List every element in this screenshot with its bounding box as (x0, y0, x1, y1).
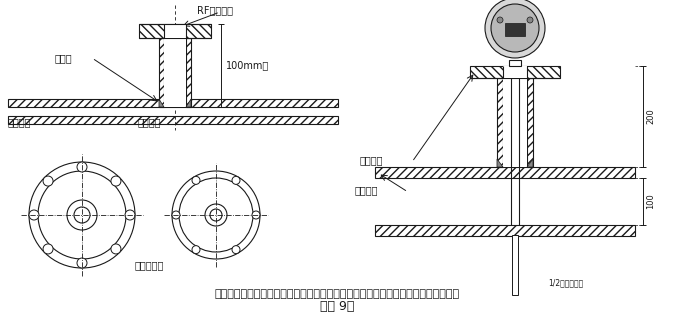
Circle shape (205, 204, 227, 226)
Ellipse shape (125, 210, 135, 220)
Circle shape (38, 171, 126, 259)
Polygon shape (159, 99, 164, 107)
Bar (503, 66, 527, 78)
Polygon shape (186, 99, 191, 107)
Polygon shape (527, 159, 533, 167)
Circle shape (179, 178, 253, 252)
Ellipse shape (232, 246, 240, 254)
Ellipse shape (111, 176, 121, 186)
Circle shape (491, 4, 539, 52)
Circle shape (527, 17, 533, 23)
Circle shape (485, 0, 545, 58)
Polygon shape (497, 159, 503, 167)
Circle shape (29, 162, 135, 268)
Text: （图 9）: （图 9） (319, 300, 355, 313)
Ellipse shape (29, 210, 39, 220)
Circle shape (497, 17, 503, 23)
Bar (503, 78, 527, 167)
Ellipse shape (111, 244, 121, 254)
Bar (8, 99, 338, 107)
Text: 1/2测量管外径: 1/2测量管外径 (548, 279, 583, 288)
Bar (375, 167, 635, 178)
Circle shape (67, 200, 97, 230)
Ellipse shape (172, 211, 180, 219)
Ellipse shape (77, 162, 87, 172)
Bar (512, 235, 518, 295)
Bar (159, 38, 164, 107)
Text: 插入式流量计短管制作、安装示意图，根据流量计算采用不同的法兰及短管公称直径: 插入式流量计短管制作、安装示意图，根据流量计算采用不同的法兰及短管公称直径 (214, 289, 460, 299)
Bar (139, 24, 211, 38)
Text: 200: 200 (646, 109, 655, 124)
Ellipse shape (43, 176, 53, 186)
Text: 焊接点: 焊接点 (55, 53, 73, 63)
Bar (505, 23, 525, 36)
Bar (497, 78, 503, 167)
Bar (164, 24, 186, 38)
Circle shape (172, 171, 260, 259)
Ellipse shape (43, 244, 53, 254)
Bar (527, 78, 533, 167)
Bar (506, 45, 524, 55)
Bar (509, 60, 521, 66)
Text: 焊接短管: 焊接短管 (138, 117, 162, 127)
Bar (186, 38, 191, 107)
Text: 管道外壁: 管道外壁 (355, 185, 379, 195)
Text: RF配套法兰: RF配套法兰 (197, 5, 233, 15)
Circle shape (74, 207, 90, 223)
Ellipse shape (77, 258, 87, 268)
Bar (164, 38, 186, 107)
Ellipse shape (232, 176, 240, 184)
Bar (8, 116, 338, 124)
Bar (375, 225, 635, 236)
Ellipse shape (252, 211, 260, 219)
Ellipse shape (192, 176, 200, 184)
Text: 配套短管: 配套短管 (360, 155, 384, 165)
Ellipse shape (192, 246, 200, 254)
Text: 工艺管道: 工艺管道 (8, 117, 32, 127)
Text: 100mm高: 100mm高 (226, 60, 269, 70)
Circle shape (210, 209, 222, 221)
Text: 管道中心线: 管道中心线 (135, 260, 164, 270)
Bar (470, 66, 560, 78)
Text: 100: 100 (646, 194, 655, 209)
